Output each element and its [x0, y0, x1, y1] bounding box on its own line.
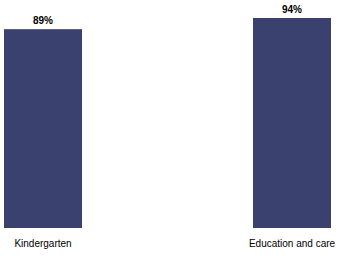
data-labels: 89% 94%	[33, 4, 302, 26]
x-tick: Kindergarten	[14, 228, 71, 249]
x-axis: Kindergarten Education and care	[14, 228, 335, 249]
data-label: 89%	[33, 15, 53, 26]
x-tick-label: Kindergarten	[14, 238, 71, 249]
chart: 89% 94% Kindergarten Education and care	[0, 0, 342, 260]
bar	[253, 18, 331, 228]
x-tick: Education and care	[249, 228, 336, 249]
bars	[4, 18, 331, 228]
bar	[4, 29, 82, 228]
x-tick-label: Education and care	[249, 238, 336, 249]
data-label: 94%	[282, 4, 302, 15]
